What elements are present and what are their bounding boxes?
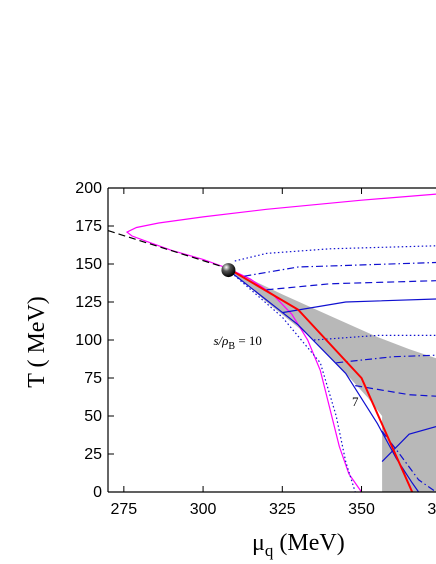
x-label-sub: q (265, 541, 274, 560)
x-tick-label: 275 (110, 501, 137, 518)
x-label-rest: (MeV) (273, 530, 344, 556)
y-tick-label: 200 (75, 180, 102, 197)
annotation-part: = 10 (235, 333, 262, 348)
y-tick-label: 50 (84, 408, 102, 425)
y-tick-label: 25 (84, 446, 102, 463)
curve (227, 267, 414, 493)
curve (282, 298, 436, 314)
x-label-main: μ (252, 530, 265, 556)
curve (125, 193, 436, 493)
x-tick-label: 375 (427, 501, 436, 518)
curve (266, 280, 436, 291)
x-tick-label: 325 (269, 501, 296, 518)
y-tick-label: 125 (75, 294, 102, 311)
curve (355, 385, 436, 397)
x-tick-label: 350 (348, 501, 375, 518)
y-tick-label: 150 (75, 256, 102, 273)
annotation-part: B (228, 341, 235, 352)
shaded-region (228, 268, 436, 492)
curve (228, 269, 420, 493)
x-axis-label: μq (MeV) (252, 530, 345, 560)
y-tick-label: 175 (75, 218, 102, 235)
y-axis-label: T ( MeV) (24, 296, 50, 388)
curve (381, 426, 436, 463)
curve (313, 334, 436, 341)
annotation: s/ρB = 10 (213, 333, 261, 352)
curve (381, 430, 436, 493)
curve (244, 261, 436, 277)
curve (336, 354, 436, 364)
annotation: 7 (352, 394, 359, 409)
curve (234, 245, 436, 262)
y-tick-label: 75 (84, 370, 102, 387)
y-tick-label: 100 (75, 332, 102, 349)
y-tick-label: 0 (93, 484, 102, 501)
curve (107, 230, 229, 270)
annotation-part: s/ρ (213, 333, 228, 348)
x-tick-label: 300 (190, 501, 217, 518)
critical-point (221, 263, 236, 278)
annotation-part: 7 (352, 394, 359, 409)
